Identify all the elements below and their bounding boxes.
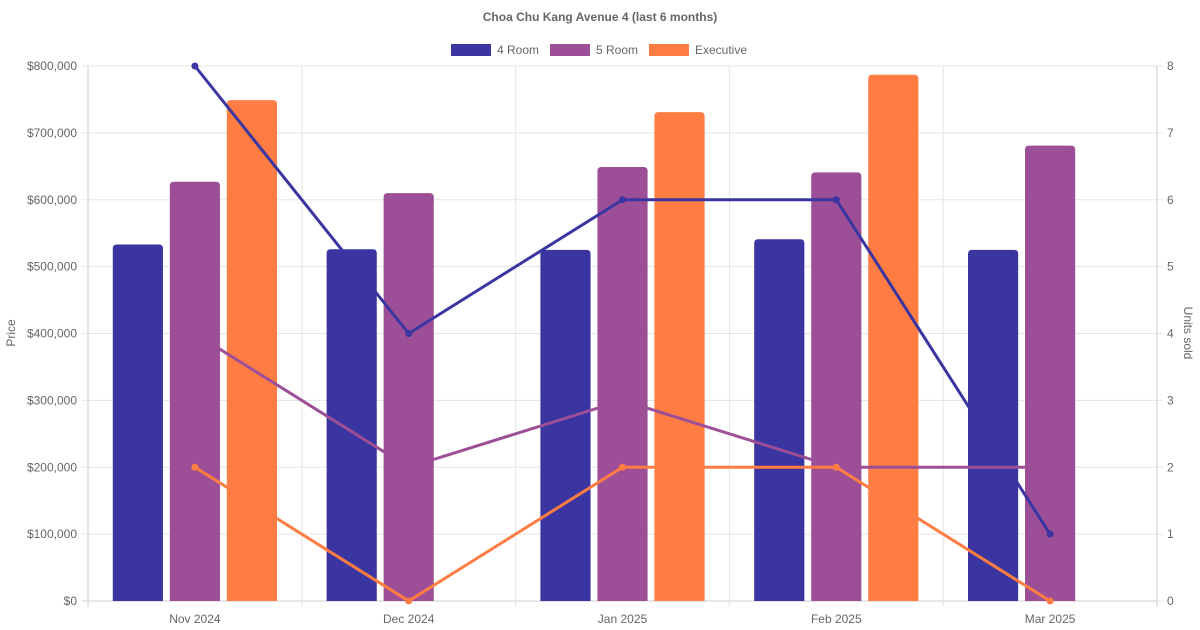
- left-tick-label-5: $500,000: [27, 260, 77, 274]
- legend-item-4-room[interactable]: 4 Room: [451, 43, 539, 57]
- bar-4-room-feb-2025: [754, 239, 805, 602]
- point-executive-units-sold-dec-2024: [405, 597, 413, 605]
- legend: 4 Room 5 Room Executive: [451, 43, 747, 57]
- bar-5-room-mar-2025: [1025, 145, 1076, 602]
- left-tick-label-8: $800,000: [27, 59, 77, 73]
- bar-4-room-nov-2024: [112, 244, 163, 601]
- left-tick-label-0: $0: [64, 594, 78, 608]
- bars: [112, 74, 1076, 602]
- right-tick-label-4: 4: [1167, 327, 1174, 341]
- left-tick-label-7: $700,000: [27, 126, 77, 140]
- right-tick-label-1: 1: [1167, 527, 1174, 541]
- point-5-room-units-sold-mar-2025: [1046, 463, 1054, 471]
- legend-swatch-5-room: [550, 44, 590, 56]
- bar-executive-feb-2025: [868, 74, 919, 602]
- chart-title: Choa Chu Kang Avenue 4 (last 6 months): [483, 10, 717, 24]
- x-tick-label-mar-2025: Mar 2025: [1025, 612, 1076, 626]
- point-4-room-units-sold-jan-2025: [619, 196, 626, 204]
- lines: [191, 62, 1054, 605]
- point-5-room-units-sold-dec-2024: [405, 463, 413, 471]
- point-executive-units-sold-feb-2025: [832, 463, 840, 471]
- bar-4-room-jan-2025: [540, 249, 591, 601]
- point-executive-units-sold-jan-2025: [619, 463, 626, 471]
- left-tick-label-2: $200,000: [27, 460, 77, 474]
- bar-5-room-dec-2024: [383, 193, 434, 601]
- x-tick-label-nov-2024: Nov 2024: [169, 612, 221, 626]
- legend-swatch-executive: [649, 44, 689, 56]
- point-5-room-units-sold-jan-2025: [619, 396, 626, 404]
- left-tick-label-6: $600,000: [27, 193, 77, 207]
- point-4-room-units-sold-mar-2025: [1046, 530, 1054, 538]
- right-axis: 0 1 2 3 4 5 6 7 8: [1157, 59, 1174, 608]
- right-axis-title: Units sold: [1181, 307, 1195, 360]
- x-tick-label-dec-2024: Dec 2024: [383, 612, 435, 626]
- right-tick-label-6: 6: [1167, 193, 1174, 207]
- left-axis-title: Price: [4, 319, 18, 347]
- bar-5-room-jan-2025: [597, 166, 648, 601]
- bar-executive-jan-2025: [654, 112, 705, 602]
- left-tick-label-4: $400,000: [27, 327, 77, 341]
- right-tick-label-0: 0: [1167, 594, 1174, 608]
- legend-swatch-4-room: [451, 44, 491, 56]
- right-tick-label-2: 2: [1167, 460, 1174, 474]
- right-tick-label-5: 5: [1167, 260, 1174, 274]
- point-4-room-units-sold-nov-2024: [191, 62, 199, 70]
- legend-item-5-room[interactable]: 5 Room: [550, 43, 638, 57]
- bar-4-room-mar-2025: [968, 249, 1019, 601]
- point-4-room-units-sold-feb-2025: [832, 196, 840, 204]
- point-executive-units-sold-nov-2024: [191, 463, 199, 471]
- bar-5-room-feb-2025: [811, 172, 862, 602]
- point-5-room-units-sold-nov-2024: [191, 330, 199, 337]
- point-executive-units-sold-mar-2025: [1046, 597, 1054, 605]
- right-tick-label-8: 8: [1167, 59, 1174, 73]
- bar-5-room-nov-2024: [169, 181, 220, 601]
- legend-label-4-room: 4 Room: [497, 43, 539, 57]
- bar-executive-nov-2024: [226, 100, 277, 601]
- right-tick-label-3: 3: [1167, 393, 1174, 407]
- x-axis: Nov 2024 Dec 2024 Jan 2025 Feb 2025 Mar 2025: [169, 612, 1076, 626]
- point-4-room-units-sold-dec-2024: [405, 330, 413, 337]
- left-tick-label-3: $300,000: [27, 393, 77, 407]
- left-tick-label-1: $100,000: [27, 527, 77, 541]
- left-axis: $0 $100,000 $200,000 $300,000 $400,000 $500,0…: [27, 59, 77, 608]
- legend-label-5-room: 5 Room: [596, 43, 638, 57]
- right-tick-label-7: 7: [1167, 126, 1174, 140]
- legend-label-executive: Executive: [695, 43, 747, 57]
- bar-4-room-dec-2024: [326, 249, 377, 602]
- x-tick-label-feb-2025: Feb 2025: [811, 612, 862, 626]
- legend-item-executive[interactable]: Executive: [649, 43, 747, 57]
- x-tick-label-jan-2025: Jan 2025: [598, 612, 648, 626]
